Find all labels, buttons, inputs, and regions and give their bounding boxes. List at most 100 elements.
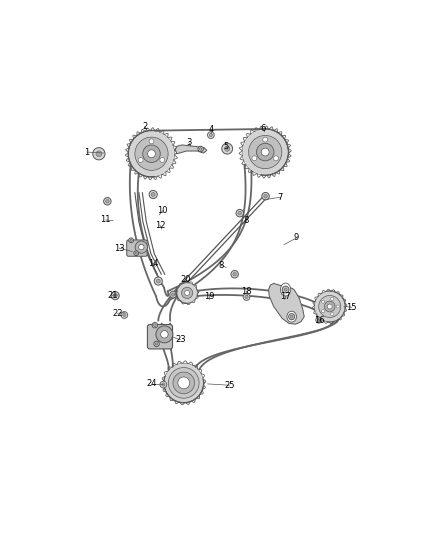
Circle shape (138, 158, 143, 163)
Circle shape (243, 130, 288, 174)
Circle shape (261, 148, 269, 156)
Text: 1: 1 (85, 148, 90, 157)
Circle shape (176, 282, 198, 304)
Circle shape (162, 383, 165, 386)
Circle shape (135, 252, 138, 254)
Circle shape (129, 238, 134, 243)
Text: 22: 22 (112, 309, 123, 318)
Circle shape (154, 341, 159, 346)
Circle shape (245, 295, 248, 298)
Circle shape (249, 135, 282, 168)
Text: 15: 15 (346, 303, 357, 312)
Circle shape (264, 195, 267, 198)
Circle shape (113, 294, 117, 297)
Ellipse shape (280, 283, 291, 296)
Circle shape (111, 292, 119, 300)
Circle shape (135, 241, 148, 253)
Circle shape (256, 143, 274, 161)
Circle shape (149, 190, 157, 199)
Text: 23: 23 (175, 335, 186, 344)
Text: 2: 2 (142, 122, 147, 131)
Circle shape (161, 330, 168, 338)
Text: 21: 21 (107, 291, 118, 300)
FancyBboxPatch shape (148, 325, 173, 349)
Circle shape (318, 319, 320, 321)
FancyBboxPatch shape (127, 240, 147, 256)
Circle shape (282, 286, 289, 293)
Text: 9: 9 (294, 233, 299, 243)
Circle shape (93, 148, 105, 160)
Text: 8: 8 (219, 261, 224, 270)
Circle shape (134, 251, 138, 256)
Text: 11: 11 (100, 215, 111, 224)
Polygon shape (175, 145, 207, 154)
Circle shape (155, 343, 158, 345)
Circle shape (319, 295, 341, 318)
Circle shape (149, 139, 154, 144)
Circle shape (240, 127, 290, 176)
Text: 19: 19 (204, 292, 215, 301)
Text: 8: 8 (244, 216, 249, 225)
Circle shape (181, 287, 193, 298)
Circle shape (127, 129, 176, 179)
Circle shape (156, 326, 173, 343)
Circle shape (129, 131, 174, 176)
Circle shape (321, 300, 325, 303)
Circle shape (325, 301, 335, 312)
Circle shape (290, 315, 293, 318)
Circle shape (160, 158, 165, 163)
Circle shape (231, 271, 238, 278)
Circle shape (172, 293, 175, 296)
Text: 7: 7 (278, 193, 283, 201)
Circle shape (331, 297, 334, 300)
Text: 16: 16 (314, 316, 325, 325)
Circle shape (331, 313, 334, 316)
Circle shape (284, 288, 287, 291)
Circle shape (148, 150, 155, 158)
Circle shape (168, 368, 199, 398)
Circle shape (104, 198, 111, 205)
Circle shape (289, 313, 295, 320)
Circle shape (233, 272, 237, 276)
Circle shape (163, 362, 205, 404)
Text: 3: 3 (186, 138, 191, 147)
Circle shape (177, 282, 197, 303)
Circle shape (106, 199, 109, 203)
Circle shape (135, 137, 168, 171)
Text: 5: 5 (223, 142, 229, 151)
Text: 6: 6 (261, 124, 266, 133)
Text: 24: 24 (146, 379, 157, 389)
Circle shape (123, 313, 126, 317)
Text: 10: 10 (157, 206, 168, 215)
Circle shape (156, 279, 160, 283)
Ellipse shape (287, 311, 297, 322)
Circle shape (336, 305, 339, 308)
Text: 20: 20 (180, 275, 191, 284)
Circle shape (209, 133, 212, 136)
Circle shape (198, 146, 203, 152)
Circle shape (274, 156, 279, 161)
Circle shape (243, 294, 250, 301)
Circle shape (170, 291, 177, 298)
Circle shape (154, 277, 162, 285)
Circle shape (173, 372, 194, 394)
Circle shape (263, 137, 268, 142)
Circle shape (121, 312, 128, 318)
Circle shape (143, 145, 160, 163)
Circle shape (178, 377, 190, 389)
Circle shape (236, 209, 244, 217)
Circle shape (160, 381, 167, 388)
Text: 4: 4 (208, 125, 213, 134)
Circle shape (321, 310, 325, 313)
Circle shape (152, 322, 158, 328)
Circle shape (199, 148, 202, 150)
Text: 17: 17 (280, 292, 291, 301)
Circle shape (262, 192, 269, 200)
Circle shape (165, 364, 203, 402)
Text: 13: 13 (114, 244, 124, 253)
Circle shape (314, 290, 346, 323)
Circle shape (225, 146, 230, 151)
Circle shape (184, 290, 190, 295)
Circle shape (154, 324, 156, 327)
Circle shape (130, 239, 132, 241)
